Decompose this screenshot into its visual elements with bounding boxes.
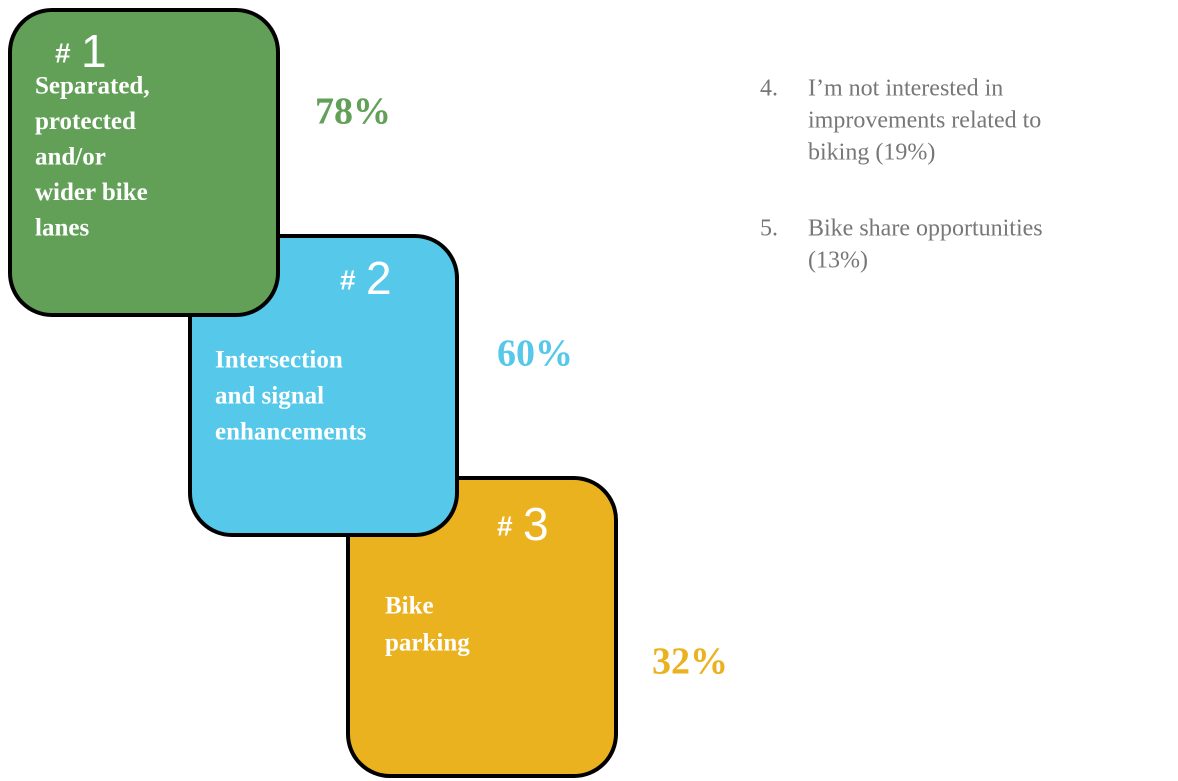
list-text: I’m not interested in xyxy=(808,76,1003,102)
rank-label: Separated, xyxy=(35,73,150,100)
rank-percent: 60% xyxy=(497,333,573,375)
rank-percent: 32% xyxy=(652,641,728,683)
rank-label: Intersection xyxy=(215,347,343,374)
rank-label: wider bike xyxy=(35,179,148,206)
rank-percent: 78% xyxy=(315,91,391,133)
rank-marker: # xyxy=(340,264,356,295)
rank-label: and/or xyxy=(35,144,106,171)
rank-label: and signal xyxy=(215,383,324,410)
list-number: 5. xyxy=(760,216,778,242)
rank-marker: # xyxy=(497,510,513,541)
rank-label: enhancements xyxy=(215,419,367,446)
rank-number: 3 xyxy=(523,498,549,550)
list-number: 4. xyxy=(760,76,778,102)
rank-label: Bike xyxy=(385,593,434,620)
rank-box xyxy=(8,8,280,317)
rank-label: protected xyxy=(35,108,136,135)
list-text: Bike share opportunities xyxy=(808,216,1043,242)
rank-box xyxy=(346,476,618,778)
list-text: biking (19%) xyxy=(808,140,935,166)
rank-number: 1 xyxy=(81,25,107,77)
list-text: improvements related to xyxy=(808,108,1041,134)
rank-label: parking xyxy=(385,630,470,657)
list-text: (13%) xyxy=(808,248,868,274)
rank-label: lanes xyxy=(35,215,89,242)
rank-number: 2 xyxy=(366,252,392,304)
rank-marker: # xyxy=(55,37,71,68)
